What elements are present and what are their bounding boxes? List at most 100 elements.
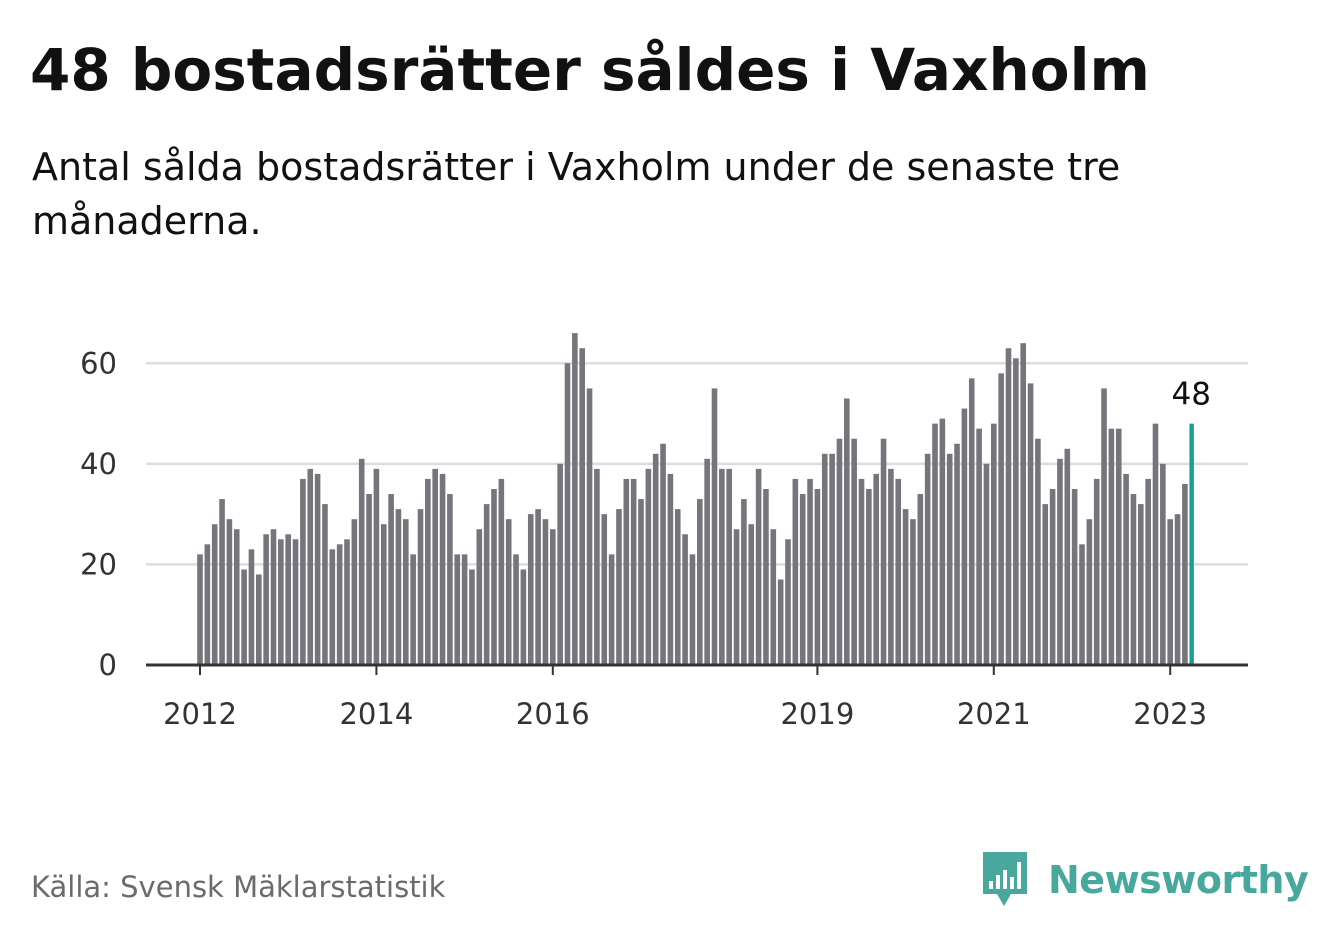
chart-subtitle: Antal sålda bostadsrätter i Vaxholm unde… <box>32 145 1121 243</box>
bar <box>439 473 446 665</box>
bar <box>520 569 527 665</box>
bar <box>550 529 556 665</box>
bar <box>270 529 277 665</box>
x-tick-label: 2023 <box>1133 697 1207 731</box>
brand-logo[interactable]: Newsworthy <box>980 848 1309 912</box>
bar <box>329 549 336 665</box>
bar <box>513 554 519 665</box>
y-tick-label: 40 <box>80 447 117 481</box>
bar <box>197 554 203 665</box>
bar-highlight <box>1189 423 1194 665</box>
bar <box>917 494 924 665</box>
page-title: 48 bostadsrätter såldes i Vaxholm <box>30 36 1150 104</box>
bar <box>998 373 1004 665</box>
labels: 0 20 40 60 2012 2014 2016 2019 2021 2023 48 <box>80 346 1211 731</box>
bar <box>638 499 644 665</box>
bar <box>211 524 218 665</box>
x-tick-label: 2016 <box>516 697 590 731</box>
bar <box>527 514 534 665</box>
bar <box>226 519 233 665</box>
bar <box>711 388 718 665</box>
bar <box>373 468 380 665</box>
bar <box>763 489 769 665</box>
bar <box>1042 504 1049 665</box>
bar <box>902 509 909 665</box>
bar <box>682 534 688 665</box>
x-tick-label: 2019 <box>780 697 854 731</box>
bar <box>844 398 850 665</box>
bar <box>807 478 813 665</box>
bar <box>1101 388 1107 665</box>
bar <box>498 478 505 665</box>
bar <box>1182 483 1188 665</box>
bar <box>542 519 549 665</box>
bar <box>564 363 571 665</box>
bar <box>594 468 600 665</box>
bar <box>1130 494 1137 665</box>
bar <box>873 473 879 665</box>
bar <box>755 468 762 665</box>
bar <box>946 453 953 665</box>
bar <box>1035 438 1041 665</box>
bar <box>344 539 350 665</box>
bar <box>1057 458 1063 665</box>
bar <box>623 478 630 665</box>
bar <box>1138 504 1144 665</box>
bar <box>300 478 306 665</box>
bar <box>483 504 490 665</box>
bar <box>454 554 461 665</box>
bar <box>954 443 960 665</box>
bar <box>1174 514 1181 665</box>
bar <box>579 348 585 665</box>
bar <box>403 519 409 665</box>
bar <box>726 468 732 665</box>
x-tick-label: 2014 <box>339 697 413 731</box>
bar <box>233 529 240 665</box>
bar <box>476 529 483 665</box>
bar <box>1152 423 1159 665</box>
bar <box>961 408 968 665</box>
bar <box>697 499 703 665</box>
bar <box>380 524 387 665</box>
bar <box>491 489 497 665</box>
bar <box>976 428 982 665</box>
bar <box>652 453 659 665</box>
bar <box>1005 348 1012 665</box>
bar <box>983 463 990 665</box>
y-tick-label: 0 <box>99 648 117 682</box>
bar <box>586 388 593 665</box>
bar <box>858 478 865 665</box>
bar <box>888 468 894 665</box>
bar <box>1049 489 1056 665</box>
bar <box>645 468 652 665</box>
bar <box>1160 463 1166 665</box>
latest-value-label: 48 <box>1172 377 1211 413</box>
bar <box>388 494 394 665</box>
bar <box>910 519 916 665</box>
bar <box>829 453 835 665</box>
bar <box>704 458 710 665</box>
bar <box>336 544 343 665</box>
brand-name: Newsworthy <box>1048 858 1309 902</box>
bars <box>197 333 1194 665</box>
bar <box>674 509 681 665</box>
bar <box>1020 343 1026 665</box>
bar <box>557 463 563 665</box>
bar <box>410 554 416 665</box>
bar <box>601 514 608 665</box>
bar <box>366 494 372 665</box>
bar <box>814 489 821 665</box>
bar <box>851 438 857 665</box>
bar <box>880 438 887 665</box>
bar <box>1167 519 1173 665</box>
bar <box>417 509 424 665</box>
bar <box>991 423 997 665</box>
bar <box>1027 383 1034 665</box>
bar <box>836 438 843 665</box>
bar <box>447 494 453 665</box>
bar <box>256 574 262 665</box>
bar <box>821 453 828 665</box>
bar <box>968 378 975 665</box>
bar <box>792 478 799 665</box>
